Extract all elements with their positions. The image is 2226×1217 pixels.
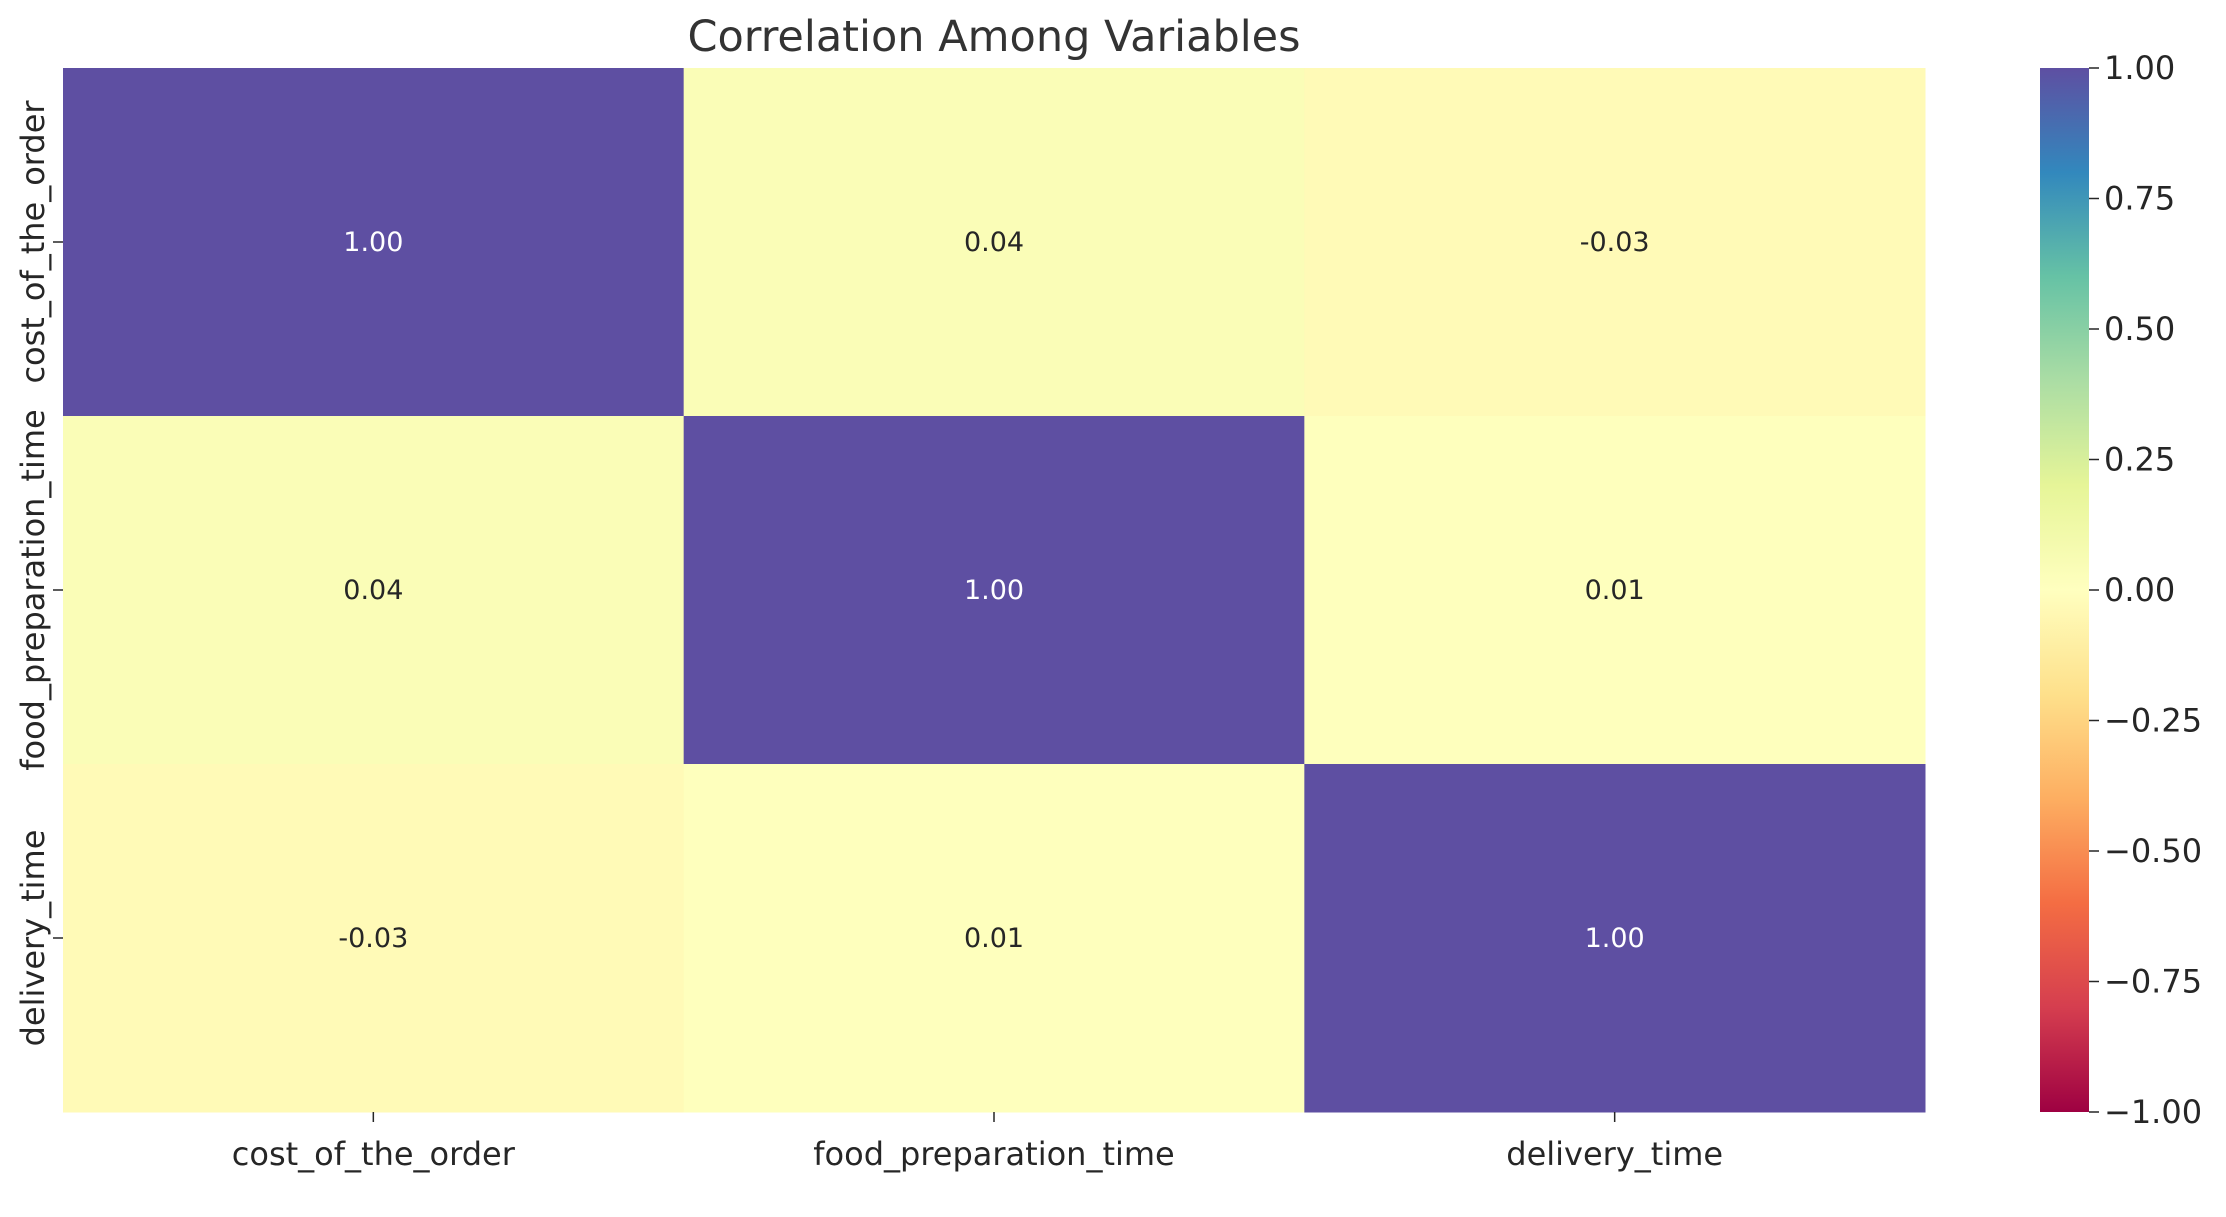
- colorbar-tick-label-6: −0.50: [2104, 832, 2202, 870]
- cell-value-label-r2-c0: -0.03: [338, 923, 408, 954]
- heatmap-cells: [63, 68, 1926, 1113]
- heatmap-cell-r0-c2: [1304, 68, 1926, 417]
- cell-value-label-r1-c1: 1.00: [964, 575, 1024, 606]
- y-tick-label-1: food_preparation_time: [14, 409, 52, 770]
- y-tick-label-2: delivery_time: [14, 830, 52, 1047]
- y-axis: cost_of_the_order food_preparation_timede…: [14, 100, 63, 1047]
- colorbar: [2040, 68, 2089, 1112]
- colorbar-tick-label-2: 0.50: [2104, 310, 2175, 348]
- x-tick-label-2: delivery_time: [1506, 1135, 1723, 1173]
- heatmap-cell-labels: 1.00 0.04 -0.03 0.04 1.00 0.01 -0.03 0.01 1.00: [338, 227, 1649, 954]
- cell-value-label-r2-c1: 0.01: [964, 923, 1024, 954]
- heatmap-cell-r1-c1: [683, 416, 1305, 765]
- colorbar-tick-label-3: 0.25: [2104, 441, 2175, 479]
- heatmap-cell-r1-c0: [63, 416, 685, 765]
- colorbar-tick-label-4: 0.00: [2104, 571, 2175, 609]
- colorbar-tick-label-5: −0.25: [2104, 702, 2202, 740]
- heatmap-cell-r0-c1: [683, 68, 1305, 417]
- heatmap-cell-r0-c0: [63, 68, 685, 417]
- x-tick-label-0: cost_of_the_order: [232, 1135, 516, 1173]
- colorbar-tick-label-1: 0.75: [2104, 180, 2175, 218]
- y-tick-label-0: cost_of_the_order: [14, 100, 52, 384]
- heatmap-cell-r2-c2: [1304, 764, 1926, 1113]
- cell-value-label-r2-c2: 1.00: [1585, 923, 1645, 954]
- cell-value-label-r1-c0: 0.04: [343, 575, 403, 606]
- colorbar-ticks: 1.00 0.75 0.50 0.25 0.00 −0.25 −0.50 −0.75 −1.00: [2089, 49, 2202, 1131]
- x-tick-label-1: food_preparation_time: [813, 1135, 1174, 1173]
- chart-title: Correlation Among Variables: [687, 12, 1300, 62]
- colorbar-tick-label-0: 1.00: [2104, 49, 2175, 87]
- cell-value-label-r1-c2: 0.01: [1585, 575, 1645, 606]
- cell-value-label-r0-c0: 1.00: [343, 227, 403, 258]
- colorbar-tick-label-8: −1.00: [2104, 1093, 2202, 1131]
- heatmap-cell-r2-c0: [63, 764, 685, 1113]
- heatmap-cell-r1-c2: [1304, 416, 1926, 765]
- colorbar-tick-label-7: −0.75: [2104, 963, 2202, 1001]
- heatmap-cell-r2-c1: [683, 764, 1305, 1113]
- x-axis: cost_of_the_order food_preparation_time de…: [232, 1112, 1723, 1173]
- cell-value-label-r0-c1: 0.04: [964, 227, 1024, 258]
- cell-value-label-r0-c2: -0.03: [1580, 227, 1650, 258]
